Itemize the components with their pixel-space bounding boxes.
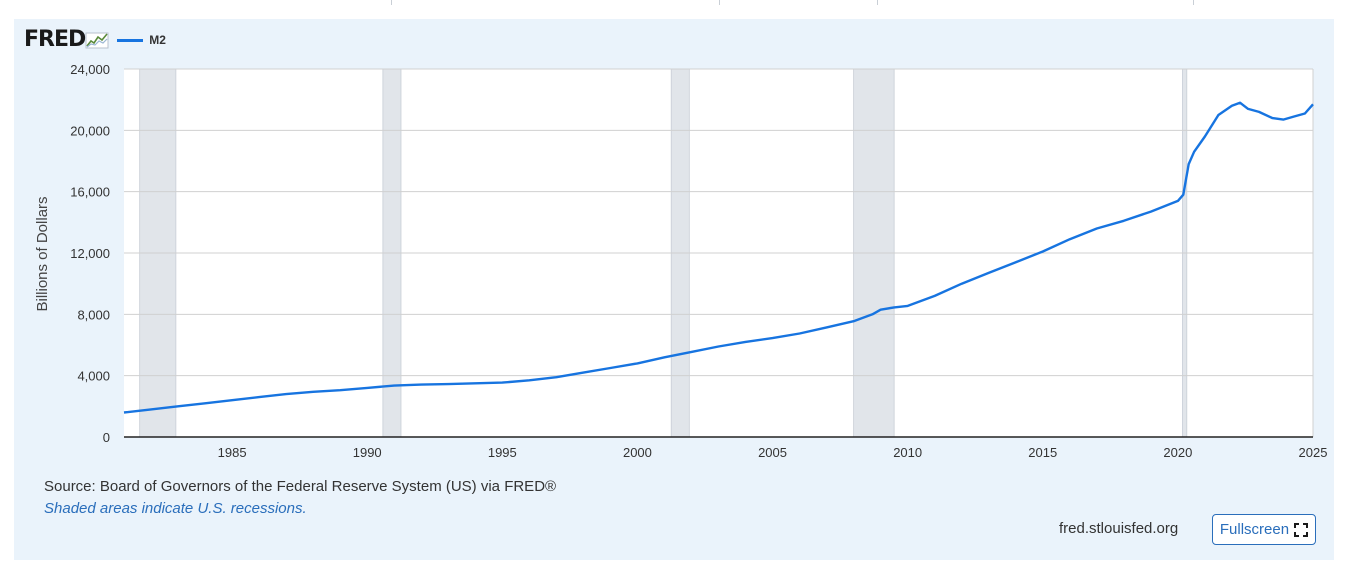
y-tick-label: 12,000 [70,246,110,261]
x-tick-label: 1990 [353,445,382,460]
source-text: Source: Board of Governors of the Federa… [44,478,557,495]
y-tick-label: 24,000 [70,62,110,77]
tab-divider [391,0,392,5]
fullscreen-icon [1294,522,1309,537]
y-tick-label: 8,000 [77,307,110,322]
fred-logo[interactable]: FRED [24,29,109,51]
x-tick-label: 2000 [623,445,652,460]
grid-layer [124,68,1314,437]
x-tick-label: 2015 [1028,445,1057,460]
x-tick-label: 1985 [218,445,247,460]
series-layer [123,101,1314,414]
x-tick-label: 2010 [893,445,922,460]
tab-divider [1193,0,1194,5]
chart-panel: FRED M2 0 4,000 8,000 12,000 16,000 20,000 24,… [14,19,1334,560]
top-tab-strip [0,0,1358,18]
m2-line-chart: 0 4,000 8,000 12,000 16,000 20,000 24,000 1985 1… [34,62,1327,460]
x-tick-label: 2020 [1163,445,1192,460]
x-tick-label: 2005 [758,445,787,460]
y-tick-label: 20,000 [70,123,110,138]
y-tick-label: 16,000 [70,185,110,200]
y-tick-label: 0 [103,430,110,445]
tab-divider [877,0,878,5]
y-axis-label: Billions of Dollars [34,196,51,311]
y-tick-label: 4,000 [77,369,110,384]
fullscreen-button[interactable]: Fullscreen [1212,514,1316,545]
fullscreen-label: Fullscreen [1219,521,1290,538]
legend-label-m2[interactable]: M2 [149,33,166,47]
fred-chart-icon [85,32,109,49]
recession-note[interactable]: Shaded areas indicate U.S. recessions. [44,500,307,517]
axis-layer: 0 4,000 8,000 12,000 16,000 20,000 24,000 1985 1… [70,62,1327,460]
tab-divider [719,0,720,5]
legend-swatch-m2 [117,38,144,42]
site-url[interactable]: fred.stlouisfed.org [1059,520,1179,537]
series-line-m2[interactable] [123,101,1314,414]
x-tick-label: 1995 [488,445,517,460]
chart-legend: FRED M2 [24,27,166,53]
fred-logo-text: FRED [24,27,86,52]
x-tick-label: 2025 [1299,445,1328,460]
